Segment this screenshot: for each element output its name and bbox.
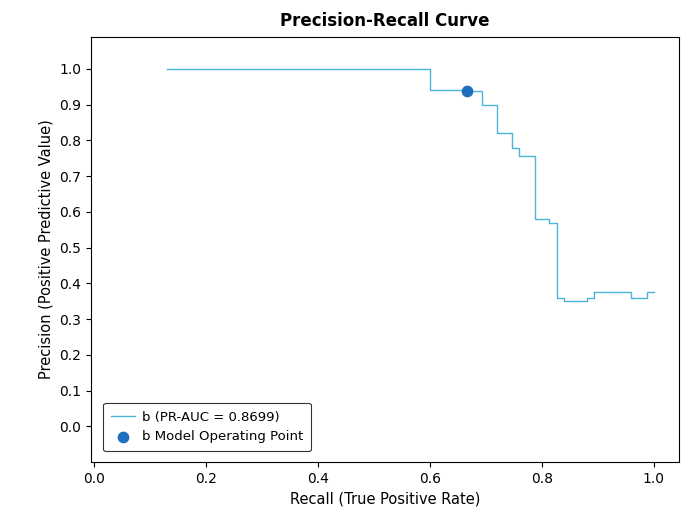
- b (PR-AUC = 0.8699): [545, 216, 553, 222]
- b (PR-AUC = 0.8699): [493, 130, 501, 136]
- b (PR-AUC = 0.8699): [650, 289, 658, 296]
- b (PR-AUC = 0.8699): [627, 289, 636, 296]
- Line: b (PR-AUC = 0.8699): b (PR-AUC = 0.8699): [167, 69, 654, 301]
- b (PR-AUC = 0.8699): [426, 87, 434, 93]
- b (PR-AUC = 0.8699): [508, 130, 517, 136]
- b (PR-AUC = 0.8699): [477, 88, 486, 94]
- b (PR-AUC = 0.8699): [560, 295, 568, 301]
- b (PR-AUC = 0.8699): [545, 219, 553, 226]
- b (PR-AUC = 0.8699): [531, 153, 539, 159]
- b (PR-AUC = 0.8699): [589, 295, 598, 301]
- b (PR-AUC = 0.8699): [643, 295, 651, 301]
- b (PR-AUC = 0.8699): [582, 295, 591, 301]
- Legend: b (PR-AUC = 0.8699), b Model Operating Point: b (PR-AUC = 0.8699), b Model Operating P…: [104, 403, 311, 451]
- Y-axis label: Precision (Positive Predictive Value): Precision (Positive Predictive Value): [38, 120, 54, 379]
- Title: Precision-Recall Curve: Precision-Recall Curve: [280, 12, 490, 29]
- b (PR-AUC = 0.8699): [477, 101, 486, 108]
- b Model Operating Point: [461, 87, 472, 96]
- b (PR-AUC = 0.8699): [553, 295, 561, 301]
- b (PR-AUC = 0.8699): [162, 66, 171, 72]
- b (PR-AUC = 0.8699): [515, 144, 524, 151]
- b (PR-AUC = 0.8699): [553, 219, 561, 226]
- b (PR-AUC = 0.8699): [463, 87, 472, 93]
- b (PR-AUC = 0.8699): [582, 298, 591, 304]
- b (PR-AUC = 0.8699): [162, 66, 171, 72]
- b (PR-AUC = 0.8699): [643, 289, 651, 296]
- b (PR-AUC = 0.8699): [531, 216, 539, 222]
- b (PR-AUC = 0.8699): [627, 295, 636, 301]
- b (PR-AUC = 0.8699): [493, 101, 501, 108]
- b (PR-AUC = 0.8699): [560, 298, 568, 304]
- b (PR-AUC = 0.8699): [515, 153, 524, 159]
- X-axis label: Recall (True Positive Rate): Recall (True Positive Rate): [290, 491, 480, 506]
- b (PR-AUC = 0.8699): [463, 88, 472, 94]
- b (PR-AUC = 0.8699): [426, 66, 434, 72]
- b (PR-AUC = 0.8699): [589, 289, 598, 296]
- b (PR-AUC = 0.8699): [508, 144, 517, 151]
